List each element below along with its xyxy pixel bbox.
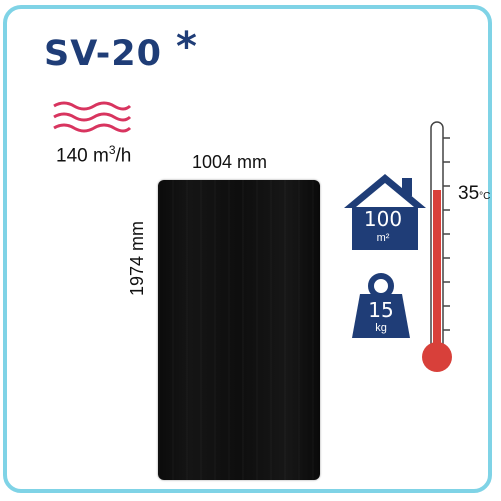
airflow-label: 140 m3/h xyxy=(56,143,132,167)
area-value: 100 xyxy=(363,207,403,231)
area-unit: m² xyxy=(376,232,390,244)
temperature-label: 35°C xyxy=(458,183,491,204)
product-title: SV-20 * xyxy=(44,24,197,74)
waves-icon xyxy=(53,101,132,133)
weight-icon xyxy=(352,273,410,338)
thermometer-icon xyxy=(422,121,452,372)
product-name: SV-20 xyxy=(44,34,162,74)
solar-panel-image xyxy=(158,180,320,480)
panel-height-label: 1974 mm xyxy=(127,220,147,296)
title-asterisk: * xyxy=(176,24,198,70)
weight-value: 15 xyxy=(368,298,394,322)
house-icon xyxy=(344,174,426,250)
panel-width-label: 1004 mm xyxy=(192,152,268,172)
weight-unit: kg xyxy=(375,322,387,334)
